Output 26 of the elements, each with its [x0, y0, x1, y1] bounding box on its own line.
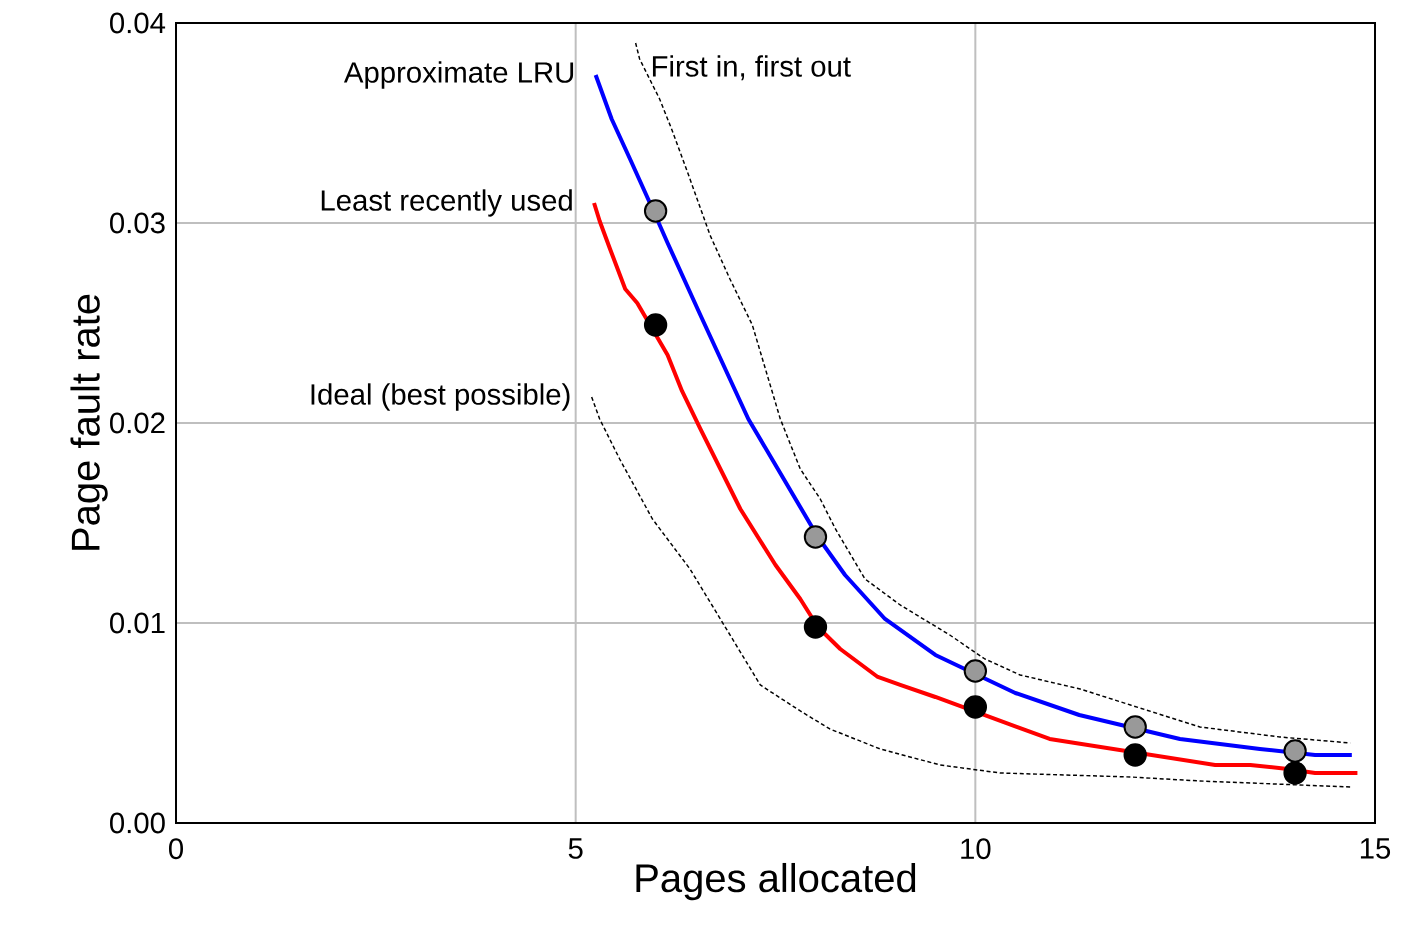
y-tick-label: 0.04 — [110, 12, 166, 34]
series-label: Approximate LRU — [343, 61, 574, 89]
x-axis-title: Pages allocated — [636, 862, 916, 901]
point — [803, 525, 828, 549]
point — [643, 199, 668, 223]
x-tick-label: 5 — [568, 838, 583, 859]
point — [963, 659, 988, 683]
x-tick-label: 10 — [961, 838, 991, 860]
series-label: Ideal (best possible) — [311, 383, 570, 411]
x-tick-label: 0 — [169, 838, 184, 860]
point — [1123, 715, 1147, 739]
point — [1123, 743, 1147, 767]
y-axis-title: Page fault rate — [70, 294, 108, 550]
y-tick-label: 0.03 — [110, 212, 165, 234]
point — [963, 695, 988, 719]
point — [643, 313, 668, 337]
x-tick-label: 15 — [1360, 838, 1391, 859]
point — [1283, 761, 1307, 785]
y-tick-label: 0.00 — [110, 812, 165, 834]
series-label: First in, first out — [652, 55, 851, 81]
line-series — [590, 396, 1351, 788]
y-tick-label: 0.02 — [110, 412, 165, 434]
series-label: Least recently used — [321, 189, 572, 217]
y-tick-label: 0.01 — [110, 612, 165, 634]
point — [803, 615, 828, 639]
point — [1283, 739, 1307, 763]
